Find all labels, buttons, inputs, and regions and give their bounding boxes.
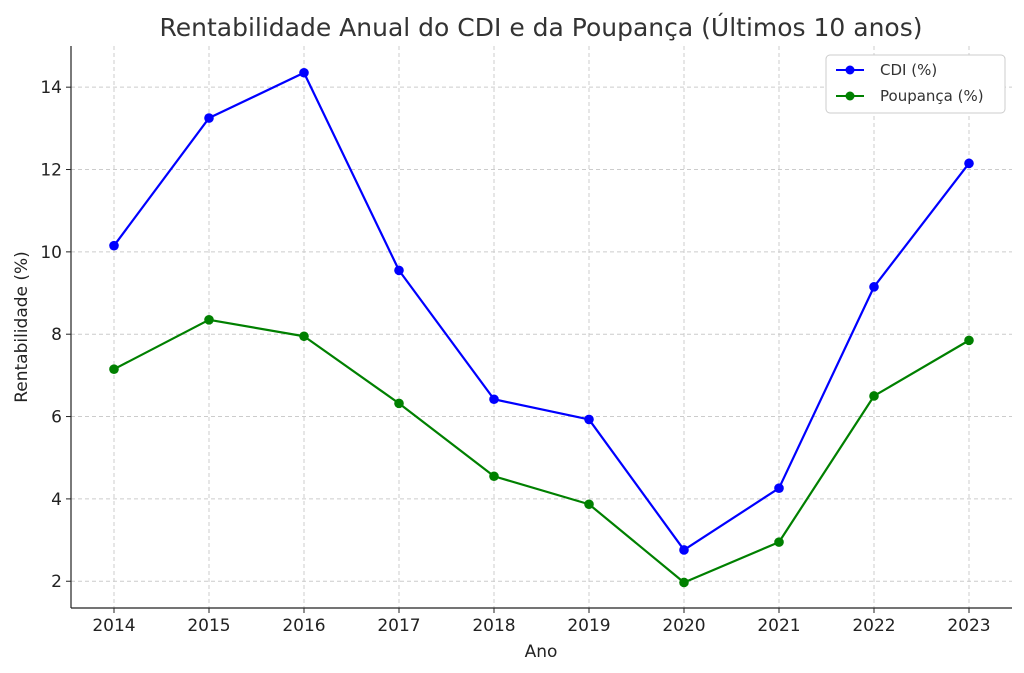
y-axis-label: Rentabilidade (%) (12, 251, 32, 403)
x-tick-label: 2016 (282, 616, 325, 636)
ticks: 2014 2015 2016 2017 2018 2019 2020 2021 2022 2023… (40, 78, 990, 636)
data-point-poupanca (964, 335, 974, 346)
data-point-poupanca (584, 499, 594, 510)
data-point-poupanca (109, 364, 119, 375)
y-tick-label: 12 (40, 161, 62, 181)
y-tick-label: 4 (51, 490, 62, 510)
y-tick-label: 2 (51, 572, 62, 592)
y-tick-label: 10 (40, 243, 62, 263)
legend: CDI (%) Poupança (%) (825, 54, 1006, 114)
x-tick-label: 2022 (852, 616, 895, 636)
series-cdi (109, 67, 974, 555)
legend-label-poupanca: Poupança (%) (880, 87, 984, 105)
y-tick-label: 8 (51, 325, 62, 345)
x-tick-label: 2018 (472, 616, 515, 636)
x-tick-label: 2019 (567, 616, 610, 636)
data-point-cdi (964, 158, 974, 169)
x-tick-label: 2020 (662, 616, 705, 636)
series-line-cdi (113, 71, 970, 552)
chart-title: Rentabilidade Anual do CDI e da Poupança… (159, 12, 922, 42)
series-line-poupanca (113, 318, 970, 584)
axes (70, 46, 1012, 609)
data-point-poupanca (679, 577, 689, 588)
series-poupanca (109, 314, 974, 588)
legend-marker-poupanca (845, 91, 855, 101)
data-point-cdi (679, 545, 689, 555)
data-point-cdi (109, 240, 119, 251)
y-tick-label: 14 (40, 78, 62, 98)
data-point-cdi (584, 414, 594, 425)
data-point-poupanca (869, 391, 879, 401)
data-point-poupanca (489, 471, 499, 482)
data-point-cdi (204, 113, 214, 123)
y-tick-label: 6 (51, 408, 62, 428)
grid (71, 46, 1012, 608)
data-point-poupanca (394, 398, 404, 409)
series (109, 67, 974, 588)
data-point-cdi (869, 282, 879, 292)
x-tick-label: 2014 (92, 616, 135, 636)
x-tick-label: 2023 (947, 616, 990, 636)
x-axis-label: Ano (525, 642, 558, 662)
data-point-poupanca (204, 314, 214, 325)
x-tick-label: 2015 (187, 616, 230, 636)
data-point-poupanca (299, 331, 309, 342)
legend-marker-cdi (845, 65, 855, 75)
legend-label-cdi: CDI (%) (880, 61, 937, 79)
data-point-cdi (299, 67, 309, 78)
legend-box (825, 54, 1006, 114)
x-tick-label: 2017 (377, 616, 420, 636)
data-point-poupanca (774, 537, 784, 547)
data-point-cdi (489, 394, 499, 405)
data-point-cdi (394, 265, 404, 276)
data-point-cdi (774, 483, 784, 493)
x-tick-label: 2021 (757, 616, 800, 636)
